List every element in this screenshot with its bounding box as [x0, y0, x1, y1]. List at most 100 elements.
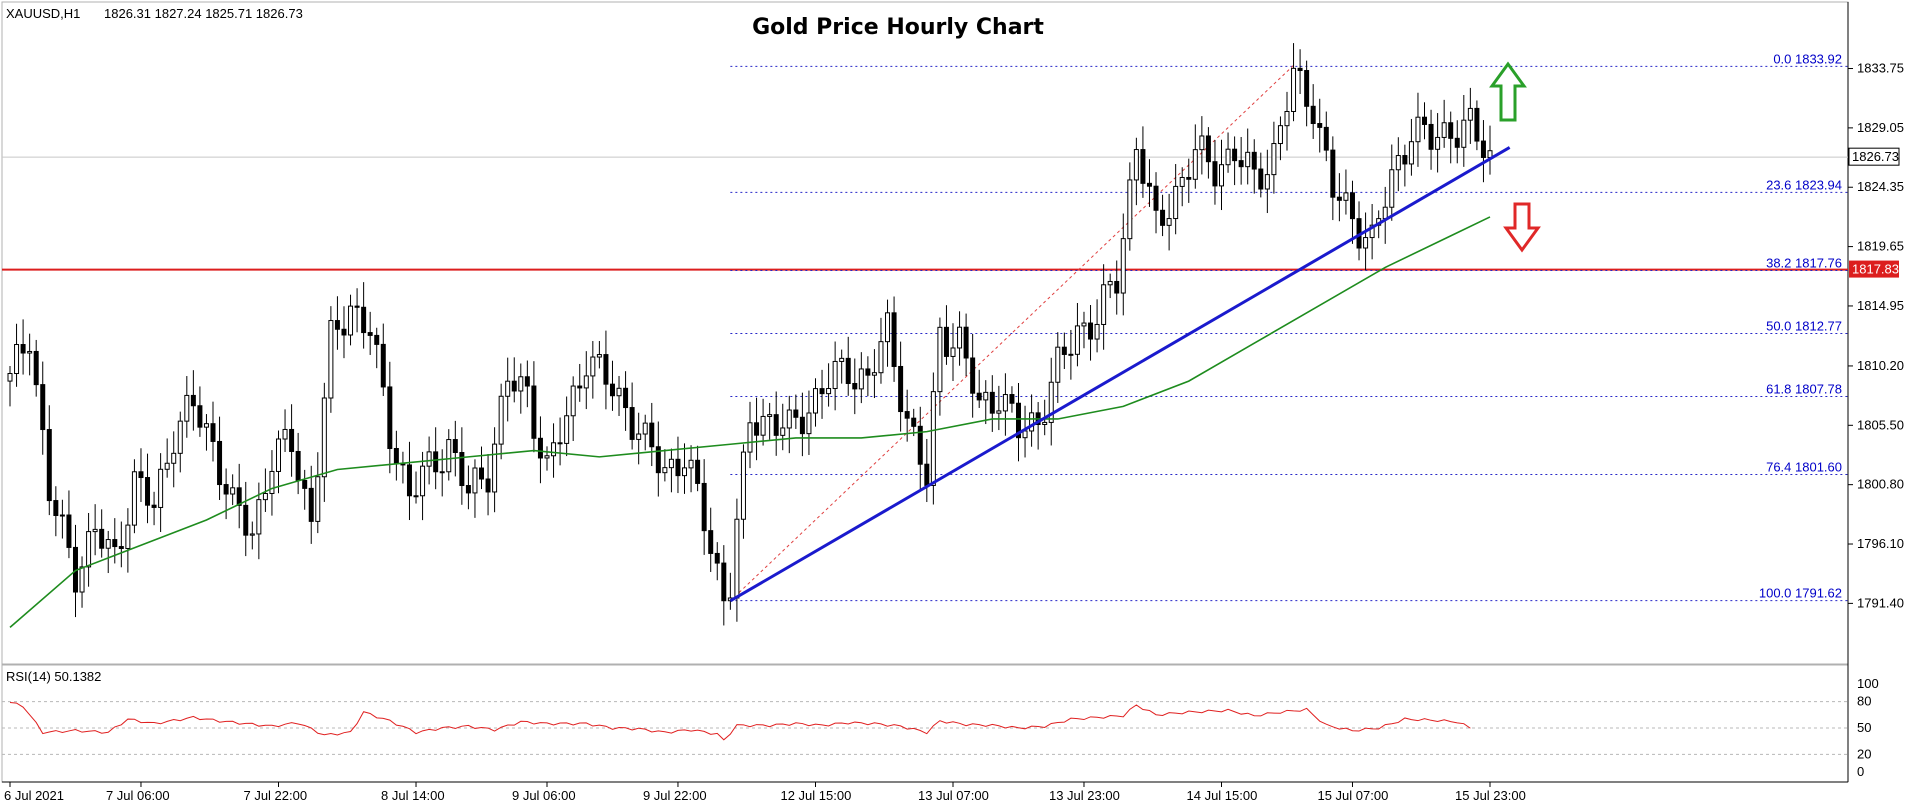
- candle-body: [1074, 325, 1080, 355]
- candle-body: [1173, 185, 1179, 220]
- candle-body: [1395, 155, 1401, 171]
- candle-body: [86, 531, 92, 568]
- candle-body: [819, 388, 825, 395]
- candle-body: [249, 533, 255, 536]
- candle-body: [380, 343, 386, 388]
- candle-body: [747, 422, 753, 453]
- candle-body: [1009, 394, 1015, 404]
- candle-body: [976, 392, 982, 401]
- candle-body: [210, 423, 216, 442]
- candle-body: [465, 485, 471, 494]
- candle-body: [1212, 161, 1218, 187]
- candle-body: [1094, 323, 1100, 340]
- price-tick-label: 1833.75: [1857, 61, 1904, 76]
- candle-body: [387, 386, 393, 449]
- candle-body: [898, 365, 904, 413]
- candle-body: [334, 320, 340, 330]
- candle-body: [1232, 148, 1238, 162]
- time-tick-label: 7 Jul 06:00: [106, 788, 170, 803]
- time-tick-label: 13 Jul 23:00: [1049, 788, 1120, 803]
- candle-body: [282, 428, 288, 440]
- candle-body: [243, 504, 249, 536]
- candle-body: [721, 562, 727, 602]
- candle-body: [616, 387, 622, 397]
- time-tick-label: 15 Jul 23:00: [1455, 788, 1526, 803]
- candle-body: [151, 504, 157, 508]
- price-tick-label: 1829.05: [1857, 120, 1904, 135]
- candle-body: [524, 376, 530, 387]
- candle-body: [1245, 151, 1251, 168]
- price-tick-label: 1796.10: [1857, 536, 1904, 551]
- chart-title: Gold Price Hourly Chart: [752, 15, 1044, 40]
- candle-body: [590, 356, 596, 377]
- fibonacci-levels[interactable]: 0.0 1833.92 23.6 1823.94 38.2 1817.76 50.0 …: [730, 51, 1848, 602]
- resistance-price-tag: [1849, 260, 1899, 278]
- candle-body: [983, 391, 989, 401]
- candle-body: [950, 347, 956, 357]
- rsi-level-label: 50: [1857, 720, 1871, 735]
- price-tick-label: 1819.65: [1857, 239, 1904, 254]
- candle-body: [1166, 218, 1172, 226]
- candle-body: [14, 344, 20, 375]
- candle-body: [308, 487, 314, 522]
- current-price-tag: [1848, 147, 1900, 166]
- candle-body: [623, 387, 629, 409]
- candle-body: [793, 409, 799, 418]
- candle-body: [871, 372, 877, 376]
- candle-body: [1120, 238, 1126, 294]
- candlesticks: [7, 43, 1493, 626]
- fibonacci-level-label: 0.0 1833.92: [1773, 51, 1842, 66]
- candle-body: [1441, 122, 1447, 138]
- rsi-level-label: 0: [1857, 764, 1864, 779]
- candle-body: [452, 439, 458, 454]
- candle-body: [1153, 185, 1159, 211]
- candle-body: [1323, 126, 1329, 151]
- candle-body: [20, 344, 26, 354]
- candle-body: [1330, 149, 1336, 198]
- candle-body: [943, 326, 949, 357]
- candle-body: [1336, 196, 1342, 201]
- rsi-line: [9, 701, 1471, 741]
- candle-body: [1107, 280, 1113, 286]
- candle-body: [642, 422, 648, 435]
- candle-body: [295, 450, 301, 481]
- candle-body: [439, 471, 445, 474]
- candle-body: [734, 518, 740, 599]
- rsi-label: RSI(14) 50.1382: [6, 669, 101, 684]
- candle-body: [564, 415, 570, 444]
- candle-body: [714, 552, 720, 564]
- up-arrow-icon: [1489, 61, 1527, 122]
- candle-body: [957, 326, 963, 349]
- candle-body: [413, 495, 419, 498]
- candle-body: [852, 382, 858, 390]
- candle-body: [1160, 209, 1166, 226]
- candle-body: [845, 357, 851, 384]
- candle-body: [177, 420, 183, 454]
- candle-body: [1192, 149, 1198, 180]
- candle-body: [485, 478, 491, 493]
- candle-body: [7, 373, 13, 382]
- candle-body: [1317, 123, 1323, 128]
- candle-body: [275, 438, 281, 472]
- candle-body: [596, 354, 602, 358]
- candle-body: [1238, 160, 1244, 168]
- candle-body: [1251, 151, 1257, 170]
- price-tick-label: 1824.35: [1857, 179, 1904, 194]
- bullish-trendline[interactable]: [729, 146, 1511, 603]
- candle-body: [583, 375, 589, 389]
- candle-body: [66, 514, 72, 548]
- candle-body: [203, 423, 209, 428]
- candle-body: [27, 350, 33, 354]
- candle-body: [79, 566, 85, 593]
- candle-body: [682, 467, 688, 477]
- candle-body: [262, 492, 268, 501]
- candle-body: [1199, 135, 1205, 151]
- candle-body: [40, 384, 46, 431]
- candle-body: [1140, 149, 1146, 184]
- candle-body: [655, 446, 661, 474]
- candle-body: [544, 455, 550, 459]
- fibonacci-level-label: 38.2 1817.76: [1766, 255, 1842, 270]
- candle-body: [577, 385, 583, 389]
- candle-body: [354, 305, 360, 308]
